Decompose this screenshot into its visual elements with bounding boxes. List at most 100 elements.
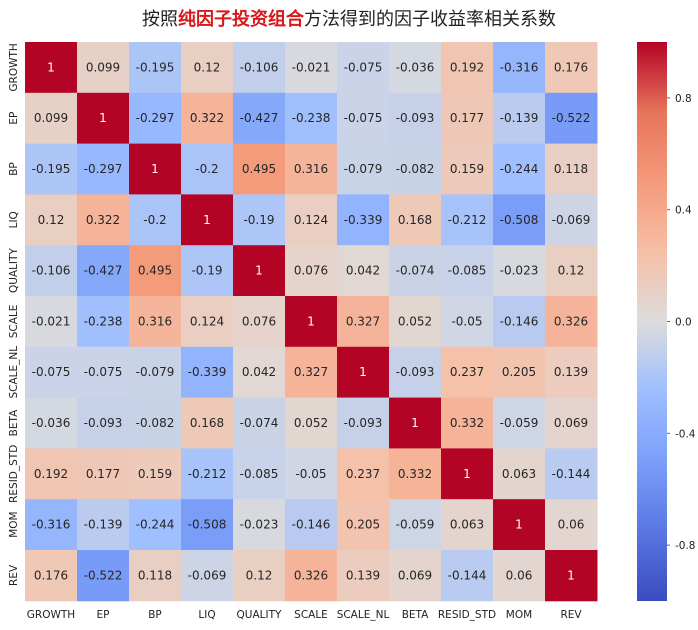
heatmap-cell — [337, 550, 390, 602]
heatmap-value-label: -0.021 — [292, 60, 331, 74]
heatmap-cell — [337, 143, 390, 195]
heatmap-value-label: 0.176 — [34, 568, 68, 582]
heatmap-cell — [25, 194, 78, 246]
heatmap-cell — [181, 42, 234, 94]
heatmap-value-label: -0.19 — [191, 264, 222, 278]
heatmap-cell — [77, 499, 130, 551]
heatmap-cell — [285, 296, 338, 348]
heatmap-value-label: 0.495 — [138, 264, 172, 278]
heatmap-value-label: 1 — [307, 314, 315, 328]
heatmap-value-label: 0.12 — [246, 568, 273, 582]
x-tick-label: EP — [97, 609, 110, 621]
heatmap-cell — [337, 397, 390, 449]
heatmap-cell — [441, 92, 494, 145]
heatmap-cell — [285, 346, 338, 399]
heatmap-value-label: 0.176 — [554, 60, 588, 74]
heatmap-value-label: -0.297 — [136, 111, 175, 125]
heatmap-value-label: -0.074 — [396, 264, 435, 278]
heatmap-value-label: 0.322 — [190, 111, 224, 125]
y-tick-label: REV — [8, 564, 20, 586]
heatmap-value-label: -0.085 — [240, 467, 279, 481]
heatmap-value-label: -0.522 — [552, 111, 591, 125]
heatmap-value-label: -0.139 — [500, 111, 539, 125]
heatmap-value-label: 1 — [515, 518, 523, 532]
heatmap-cell — [129, 346, 182, 399]
heatmap-value-labels: 1 0.099 -0.195 0.12 -0.106 -0.021 -0.075 -0.036… — [32, 60, 591, 582]
heatmap-cell — [129, 42, 182, 94]
heatmap-value-label: 0.205 — [346, 518, 380, 532]
heatmap-cell — [181, 296, 234, 348]
x-tick-label: SCALE_NL — [337, 609, 390, 621]
heatmap-cell — [181, 245, 234, 297]
heatmap-value-label: 0.326 — [294, 568, 328, 582]
heatmap-value-label: 1 — [151, 162, 159, 176]
heatmap-cell — [25, 296, 78, 348]
heatmap-value-label: 0.076 — [294, 264, 328, 278]
heatmap-cell — [337, 194, 390, 246]
x-tick-label: RESID_STD — [438, 609, 496, 621]
heatmap-cells — [25, 42, 598, 602]
heatmap-cell — [25, 245, 78, 297]
heatmap-value-label: 1 — [567, 568, 575, 582]
heatmap-cell — [337, 92, 390, 145]
heatmap-cell — [25, 143, 78, 195]
heatmap-value-label: -0.316 — [32, 518, 71, 532]
heatmap-cell — [25, 397, 78, 449]
x-axis-tick-labels: GROWTH EP BP LIQ QUALITY SCALE SCALE_NL BETA RES… — [27, 609, 583, 621]
heatmap-cell — [441, 397, 494, 449]
heatmap-value-label: 0.118 — [138, 568, 172, 582]
heatmap-cell — [129, 92, 182, 145]
x-tick-label: SCALE — [294, 609, 328, 621]
heatmap-value-label: -0.339 — [344, 213, 383, 227]
heatmap-cell — [389, 346, 442, 399]
heatmap-value-label: 0.099 — [86, 60, 120, 74]
heatmap-cell — [181, 550, 234, 602]
heatmap-value-label: -0.05 — [295, 467, 326, 481]
heatmap-value-label: 0.063 — [450, 518, 484, 532]
heatmap-cell — [233, 346, 286, 399]
heatmap-cell — [77, 194, 130, 246]
heatmap-cell — [233, 92, 286, 145]
colorbar-tick-label: 0.0 — [675, 317, 692, 329]
heatmap-cell — [181, 346, 234, 399]
heatmap-value-label: 0.069 — [554, 416, 588, 430]
heatmap-value-label: -0.079 — [136, 365, 175, 379]
heatmap-value-label: 0.069 — [398, 568, 432, 582]
y-tick-label: GROWTH — [8, 43, 20, 91]
heatmap-cell — [181, 92, 234, 145]
heatmap-cell — [129, 296, 182, 348]
y-tick-label: QUALITY — [8, 248, 20, 293]
heatmap-cell — [77, 42, 130, 94]
heatmap-cell — [77, 245, 130, 297]
heatmap-value-label: 0.177 — [450, 111, 484, 125]
heatmap-cell — [493, 42, 546, 94]
colorbar-tick-labels: 0.8 0.4 0.0 -0.4 -0.8 — [667, 93, 696, 552]
heatmap-value-label: 1 — [255, 264, 263, 278]
heatmap-cell — [285, 92, 338, 145]
heatmap-cell — [389, 397, 442, 449]
y-tick-label: SCALE — [8, 305, 20, 339]
heatmap-cell — [285, 550, 338, 602]
heatmap-cell — [389, 448, 442, 500]
colorbar-tick-label: 0.4 — [675, 205, 692, 217]
heatmap-cell — [233, 296, 286, 348]
heatmap-cell — [25, 499, 78, 551]
heatmap-cell — [25, 346, 78, 399]
heatmap-value-label: -0.074 — [240, 416, 279, 430]
heatmap-value-label: 0.12 — [194, 60, 221, 74]
heatmap-cell — [493, 448, 546, 500]
x-tick-label: MOM — [506, 609, 532, 621]
heatmap-cell — [545, 550, 598, 602]
heatmap-value-label: -0.144 — [552, 467, 591, 481]
heatmap-value-label: 0.124 — [190, 314, 224, 328]
heatmap-value-label: -0.297 — [84, 162, 123, 176]
heatmap-cell — [337, 245, 390, 297]
heatmap-cell — [129, 194, 182, 246]
heatmap-cell — [545, 143, 598, 195]
heatmap-cell — [233, 143, 286, 195]
heatmap-value-label: 1 — [359, 365, 367, 379]
heatmap-value-label: 0.076 — [242, 314, 276, 328]
heatmap-cell — [285, 397, 338, 449]
heatmap-value-label: -0.023 — [240, 518, 279, 532]
heatmap-cell — [77, 92, 130, 145]
